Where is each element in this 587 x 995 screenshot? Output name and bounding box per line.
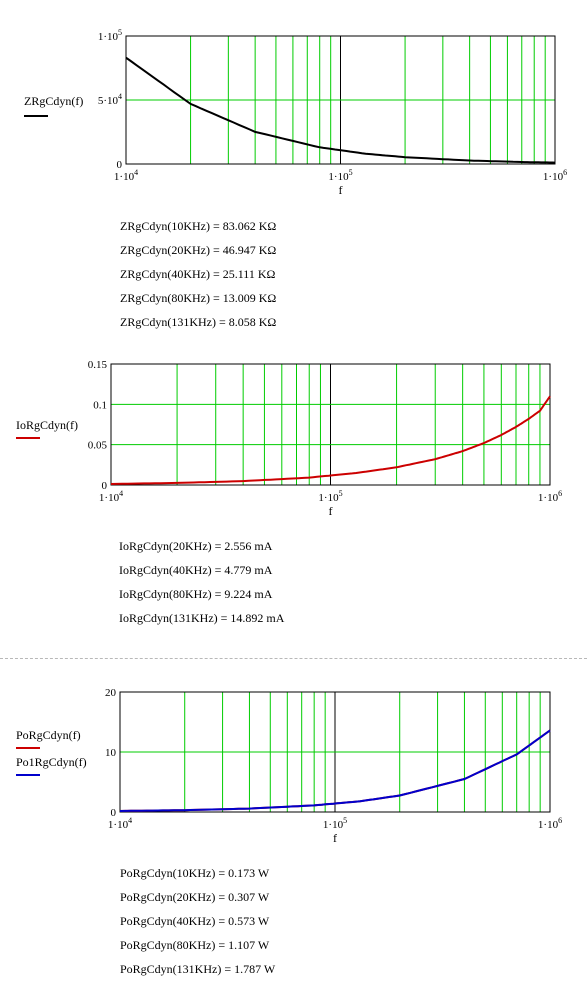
result-line: IoRgCdyn(40KHz) = 4.779 mA [119, 563, 273, 577]
y-tick-label: 0.05 [88, 440, 108, 452]
plot-frame [110, 363, 551, 486]
y-tick-label: 0 [111, 807, 117, 819]
series-line-1 [110, 395, 551, 485]
y-tick-label: 5·104 [98, 92, 122, 107]
x-axis-label: f [333, 831, 337, 845]
result-line: ZRgCdyn(20KHz) = 46.947 KΩ [120, 243, 277, 257]
x-tick-label: 1·104 [114, 168, 138, 183]
x-tick-label: 1·104 [108, 816, 132, 831]
series-line-2 [119, 729, 551, 812]
x-tick-label: 1·106 [538, 489, 562, 504]
y-tick-label: 1·105 [98, 28, 122, 43]
x-axis-label: f [339, 183, 343, 197]
plot-frame [119, 691, 551, 813]
legend-label: Po1RgCdyn(f) [16, 755, 87, 769]
result-line: ZRgCdyn(10KHz) = 83.062 KΩ [120, 219, 277, 233]
result-line: IoRgCdyn(131KHz) = 14.892 mA [119, 611, 285, 625]
x-tick-label: 1·104 [99, 489, 123, 504]
legend-label: ZRgCdyn(f) [24, 94, 83, 108]
result-line: PoRgCdyn(20KHz) = 0.307 W [120, 890, 270, 904]
result-line: PoRgCdyn(40KHz) = 0.573 W [120, 914, 270, 928]
result-line: IoRgCdyn(80KHz) = 9.224 mA [119, 587, 273, 601]
x-axis-label: f [329, 504, 333, 518]
x-tick-label: 1·105 [318, 489, 342, 504]
y-tick-label: 0.15 [88, 359, 108, 371]
result-line: ZRgCdyn(80KHz) = 13.009 KΩ [120, 291, 277, 305]
y-tick-label: 0 [102, 480, 108, 492]
result-line: IoRgCdyn(20KHz) = 2.556 mA [119, 539, 273, 553]
x-tick-label: 1·105 [323, 816, 347, 831]
plot-frame [125, 35, 556, 165]
x-tick-label: 1·105 [328, 168, 352, 183]
chart-1: ZRgCdyn(f) 0 5·104 1·105 1·104 1·105 1·106 f [24, 28, 567, 197]
result-line: PoRgCdyn(80KHz) = 1.107 W [120, 938, 270, 952]
chart-3: PoRgCdyn(f) Po1RgCdyn(f) 0 10 20 1·104 1·105 1·… [16, 687, 562, 845]
chart-2: IoRgCdyn(f) 0 0.05 0.1 0.15 1·104 1·105 1·106 f [16, 359, 562, 518]
legend-label: IoRgCdyn(f) [16, 418, 78, 432]
legend-label: PoRgCdyn(f) [16, 728, 81, 742]
y-tick-label: 20 [105, 687, 117, 699]
x-tick-label: 1·106 [543, 168, 567, 183]
result-line: PoRgCdyn(131KHz) = 1.787 W [120, 962, 276, 976]
result-line: ZRgCdyn(40KHz) = 25.111 KΩ [120, 267, 276, 281]
x-tick-label: 1·106 [538, 816, 562, 831]
result-line: PoRgCdyn(10KHz) = 0.173 W [120, 866, 270, 880]
y-tick-label: 10 [105, 747, 117, 759]
series-line-1 [125, 56, 556, 164]
y-tick-label: 0.1 [93, 399, 107, 411]
result-line: ZRgCdyn(131KHz) = 8.058 KΩ [120, 315, 277, 329]
section-divider [0, 658, 587, 659]
y-tick-label: 0 [117, 159, 123, 171]
